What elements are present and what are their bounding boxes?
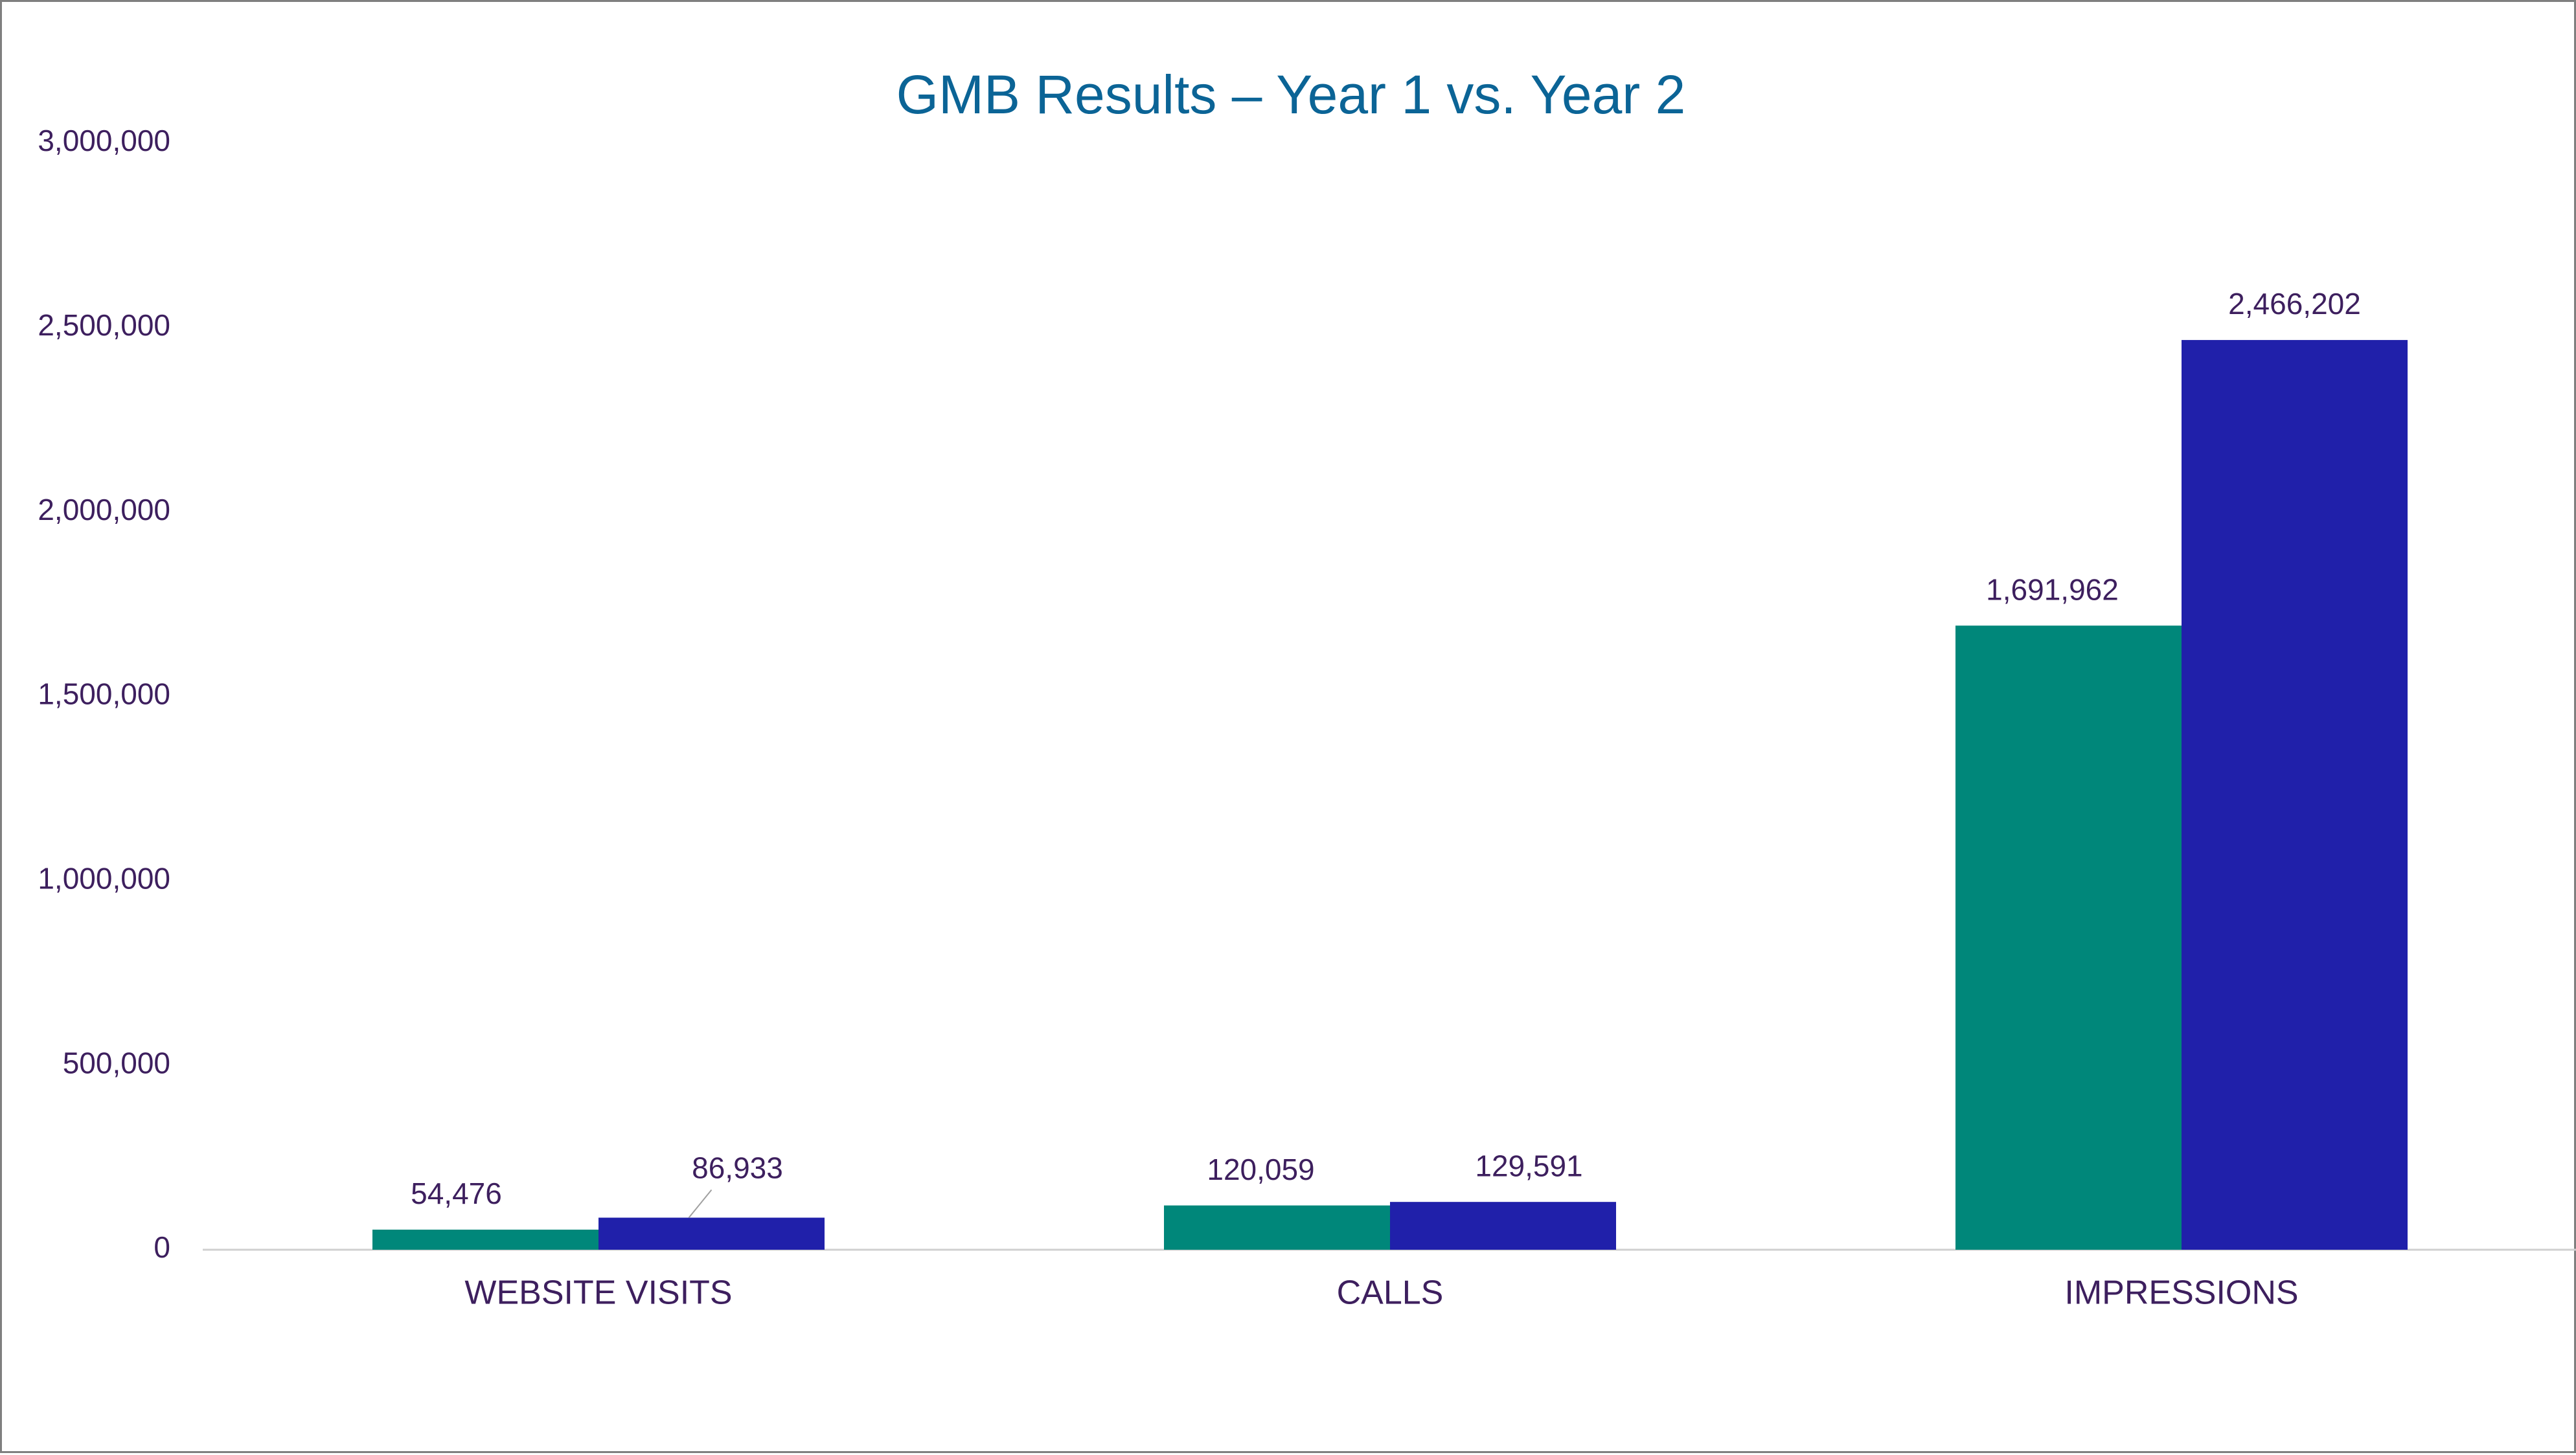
data-label: 2,466,202 <box>2228 287 2361 321</box>
y-tick-label: 500,000 <box>63 1046 170 1079</box>
y-tick-label: 3,000,000 <box>38 124 170 157</box>
bars-group <box>372 340 2408 1250</box>
y-tick-label: 0 <box>154 1230 170 1264</box>
bar-1-impressions <box>1955 626 2182 1250</box>
data-label: 86,933 <box>692 1151 783 1185</box>
data-label-leader <box>688 1189 712 1219</box>
bar-1-calls <box>1164 1205 1390 1250</box>
y-tick-label: 1,500,000 <box>38 677 170 711</box>
x-category-label: CALLS <box>1337 1274 1444 1312</box>
y-tick-label: 2,500,000 <box>38 308 170 342</box>
y-tick-label: 1,000,000 <box>38 861 170 895</box>
data-label: 54,476 <box>411 1177 502 1210</box>
bar-1-website-visits <box>372 1229 598 1250</box>
bar-2-calls <box>1390 1202 1616 1250</box>
x-category-label: IMPRESSIONS <box>2064 1274 2298 1312</box>
bar-2-website-visits <box>598 1217 825 1250</box>
data-labels-group: 54,476 86,933 120,059 129,591 1,691,962 2,466… <box>411 287 2361 1210</box>
data-label: 129,591 <box>1475 1149 1582 1182</box>
chart-title: GMB Results – Year 1 vs. Year 2 <box>896 64 1686 125</box>
y-axis-ticks: 0 500,000 1,000,000 1,500,000 2,000,000 2,500… <box>38 124 170 1264</box>
data-label: 120,059 <box>1207 1153 1314 1186</box>
leader-lines <box>688 1189 712 1219</box>
bar-2-impressions <box>2182 340 2408 1250</box>
x-category-label: WEBSITE VISITS <box>464 1274 732 1312</box>
y-tick-label: 2,000,000 <box>38 493 170 526</box>
data-label: 1,691,962 <box>1986 572 2119 606</box>
x-axis-labels: WEBSITE VISITS CALLS IMPRESSIONS <box>464 1274 2298 1312</box>
